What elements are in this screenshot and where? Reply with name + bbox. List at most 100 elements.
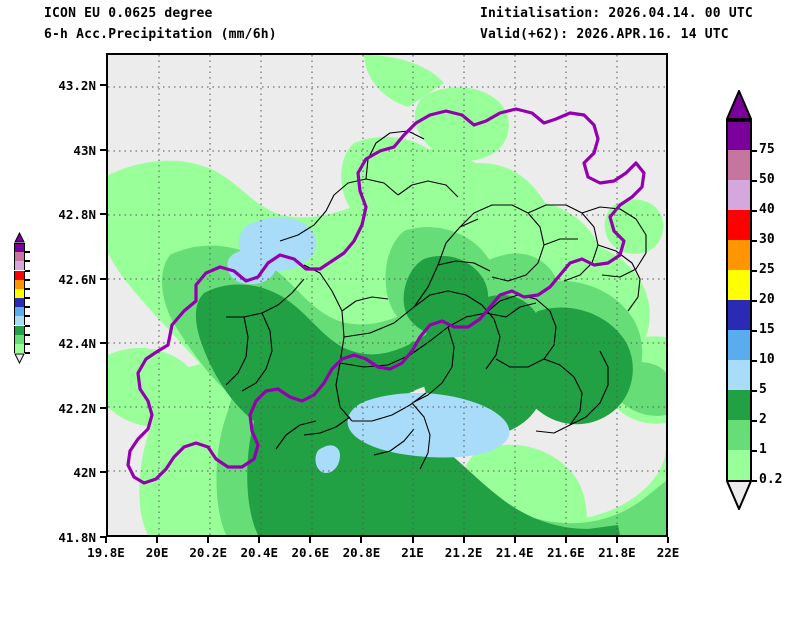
x-axis-tick	[411, 537, 414, 543]
colorbar-band[interactable]	[14, 316, 25, 326]
colorbar-tick	[25, 306, 30, 309]
colorbar-band[interactable]	[726, 330, 752, 360]
precipitation-colorbar-mini[interactable]	[14, 232, 30, 364]
colorbar-band[interactable]	[14, 279, 25, 289]
x-axis-label: 20E	[145, 545, 169, 560]
colorbar-tick-label: 0.2	[759, 472, 783, 487]
y-axis-tick	[100, 536, 106, 538]
x-axis-label: 20.6E	[291, 545, 330, 560]
x-axis-label: 21.8E	[598, 545, 636, 560]
x-axis-tick	[309, 537, 312, 543]
colorbar-band[interactable]	[726, 180, 752, 210]
x-axis-tick	[105, 537, 107, 543]
colorbar-band[interactable]	[14, 288, 25, 298]
colorbar-band[interactable]	[726, 150, 752, 180]
x-axis-label: 21.2E	[444, 545, 483, 560]
colorbar-tick-label: 1	[759, 442, 767, 457]
initialisation-time: Initialisation: 2026.04.14. 00 UTC	[480, 6, 753, 21]
field-title: 6-h Acc.Precipitation (mm/6h)	[44, 27, 277, 42]
colorbar-band[interactable]	[726, 300, 752, 330]
colorbar-tick	[25, 297, 30, 299]
colorbar-tick-label: 10	[759, 352, 775, 367]
x-axis-tick	[207, 537, 210, 543]
colorbar-tick	[25, 251, 30, 254]
colorbar-band[interactable]	[14, 343, 25, 353]
colorbar-tick	[752, 210, 757, 212]
colorbar-band[interactable]	[14, 298, 25, 308]
x-axis-label: 20.4E	[240, 545, 279, 560]
x-axis-tick	[615, 537, 618, 543]
precipitation-map	[108, 55, 666, 535]
y-axis-label: 42N	[73, 465, 96, 481]
admin-boundary-lines	[225, 130, 647, 470]
colorbar-band[interactable]	[726, 360, 752, 390]
colorbar-tick-label: 30	[759, 232, 775, 247]
national-border-line	[126, 107, 646, 485]
colorbar-band[interactable]	[726, 240, 752, 270]
colorbar-band[interactable]	[726, 120, 752, 150]
x-axis-tick	[258, 537, 261, 543]
x-axis-tick	[513, 537, 516, 543]
colorbar-band[interactable]	[14, 261, 25, 271]
colorbar-tick	[25, 260, 30, 263]
precipitation-colorbar[interactable]: 0.2 1 2 5 10 15 20 25 30 40 50 75	[726, 90, 782, 510]
y-axis-tick	[100, 84, 106, 87]
colorbar-tick	[752, 480, 757, 482]
colorbar-tick-label: 15	[759, 322, 775, 337]
colorbar-tick	[25, 269, 30, 272]
colorbar-over-arrow	[726, 90, 752, 120]
colorbar-band[interactable]	[726, 210, 752, 240]
x-axis-tick	[156, 537, 159, 543]
colorbar-tick	[752, 420, 757, 422]
colorbar-tick-label: 50	[759, 172, 775, 187]
x-axis-tick	[360, 537, 363, 543]
x-axis-label: 22E	[656, 545, 680, 560]
colorbar-tick-label: 40	[759, 202, 775, 217]
y-axis-label: 43.2N	[58, 78, 96, 94]
x-axis-label: 20.2E	[189, 545, 227, 560]
colorbar-tick	[25, 315, 30, 318]
colorbar-band[interactable]	[726, 390, 752, 420]
y-axis-tick	[100, 277, 106, 280]
colorbar-band[interactable]	[14, 252, 25, 262]
colorbar-tick	[752, 150, 757, 152]
colorbar-over-arrow	[14, 232, 25, 243]
colorbar-tick	[752, 450, 757, 452]
y-axis-label: 43N	[73, 142, 96, 158]
y-axis-tick	[100, 342, 106, 345]
colorbar-tick	[752, 390, 757, 392]
colorbar-tick	[752, 180, 757, 182]
y-axis-label: 41.8N	[58, 530, 96, 545]
colorbar-tick	[752, 240, 757, 242]
colorbar-under-arrow	[726, 480, 752, 510]
colorbar-tick	[25, 278, 30, 281]
colorbar-band[interactable]	[726, 450, 752, 480]
model-title: ICON EU 0.0625 degree	[44, 6, 213, 21]
x-axis-label: 21E	[401, 545, 424, 560]
colorbar-tick	[25, 342, 30, 345]
y-axis-label: 42.2N	[58, 400, 96, 416]
x-axis-label: 20.8E	[342, 545, 381, 560]
colorbar-tick	[25, 324, 30, 327]
x-axis-tick	[462, 537, 465, 543]
colorbar-band[interactable]	[726, 270, 752, 300]
colorbar-tick-label: 25	[759, 262, 775, 277]
colorbar-tick-label: 5	[759, 382, 767, 397]
y-axis-tick	[100, 471, 106, 474]
y-axis-tick	[100, 148, 106, 151]
colorbar-tick	[25, 333, 30, 336]
colorbar-tick	[752, 300, 757, 302]
colorbar-under-arrow	[14, 353, 25, 364]
colorbar-band[interactable]	[14, 307, 25, 317]
y-axis-label: 42.4N	[58, 336, 96, 352]
valid-time: Valid(+62): 2026.APR.16. 14 UTC	[480, 27, 729, 42]
colorbar-band[interactable]	[14, 270, 25, 280]
map-plot-area	[106, 53, 668, 537]
colorbar-band[interactable]	[14, 325, 25, 335]
colorbar-tick	[752, 360, 757, 362]
colorbar-band[interactable]	[14, 243, 25, 253]
colorbar-tick-label: 75	[759, 142, 775, 157]
colorbar-band[interactable]	[14, 334, 25, 344]
x-axis-label: 21.4E	[495, 545, 534, 560]
colorbar-band[interactable]	[726, 420, 752, 450]
